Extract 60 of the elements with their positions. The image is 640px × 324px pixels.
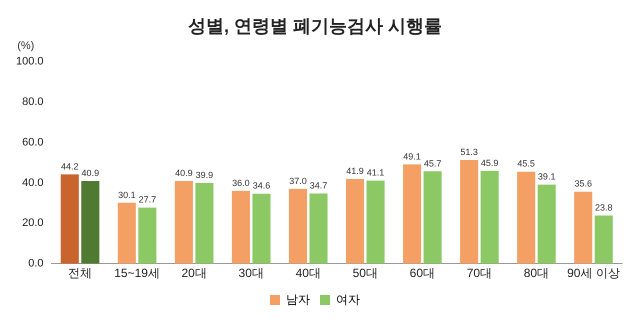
bar	[81, 180, 100, 264]
data-label: 34.6	[252, 180, 270, 191]
x-tick-label: 90세 이상	[567, 266, 620, 280]
bar	[460, 160, 478, 264]
data-label: 41.1	[366, 168, 384, 178]
data-label: 36.0	[232, 178, 250, 188]
y-tick-label: 100.0	[16, 56, 44, 68]
bar	[403, 164, 422, 264]
data-label: 40.9	[175, 168, 193, 178]
data-label: 39.9	[196, 170, 214, 180]
x-tick-label: 15~19세	[114, 266, 160, 280]
legend-label: 여자	[336, 292, 360, 306]
x-tick-label: 80대	[524, 266, 550, 280]
y-tick-label: 20.0	[22, 217, 44, 230]
bar	[574, 192, 592, 264]
data-label: 44.2	[61, 161, 79, 172]
data-label: 30.1	[118, 190, 136, 200]
legend-label: 남자	[286, 292, 310, 306]
bar	[594, 216, 613, 264]
data-label: 35.6	[574, 178, 592, 189]
data-label: 49.1	[403, 151, 421, 162]
bar	[424, 171, 442, 264]
data-label: 51.3	[460, 146, 478, 157]
data-label: 37.0	[289, 176, 307, 186]
bar	[309, 194, 328, 264]
chart-title: 성별, 연령별 폐기능검사 시행률	[188, 16, 442, 36]
y-tick-label: 60.0	[22, 136, 44, 148]
bar	[288, 188, 308, 264]
data-label: 39.1	[538, 172, 556, 182]
data-label: 41.9	[346, 166, 364, 176]
bar	[480, 170, 499, 264]
y-tick-label: 80.0	[22, 96, 44, 108]
y-axis-title: (%)	[17, 40, 34, 52]
bar	[195, 183, 214, 264]
data-label: 45.9	[480, 158, 498, 168]
bar	[517, 172, 536, 264]
data-label: 34.7	[310, 180, 328, 190]
y-tick-label: 40.0	[22, 176, 44, 189]
x-tick-label: 40대	[296, 266, 321, 280]
x-tick-label: 60대	[410, 266, 436, 280]
x-tick-label: 70대	[466, 266, 492, 280]
data-label: 45.7	[424, 158, 442, 168]
x-tick-label: 50대	[352, 266, 378, 280]
bar	[538, 184, 556, 264]
x-tick-label: 30대	[238, 266, 264, 280]
x-tick-label: 20대	[181, 266, 207, 280]
x-tick-label: 전체	[68, 266, 92, 280]
bar	[174, 180, 193, 264]
bar	[118, 202, 136, 264]
data-label: 23.8	[594, 202, 613, 213]
bar	[366, 180, 385, 264]
y-tick-label: 0.0	[28, 258, 44, 270]
bar	[60, 174, 79, 264]
bar	[232, 190, 250, 264]
data-label: 45.5	[517, 158, 535, 169]
bar	[346, 178, 364, 264]
data-label: 40.9	[82, 168, 100, 178]
data-label: 27.7	[138, 194, 156, 205]
bar	[252, 194, 270, 264]
bar	[138, 208, 156, 264]
